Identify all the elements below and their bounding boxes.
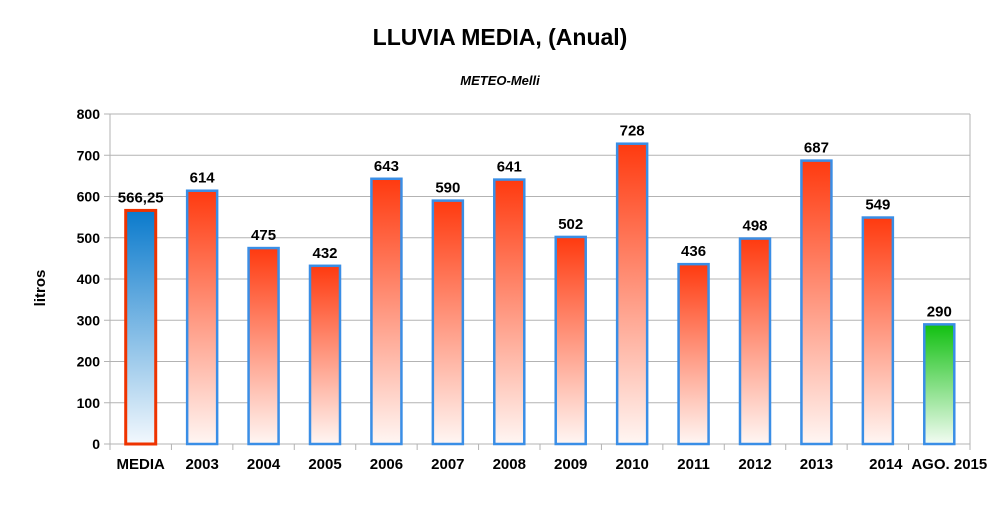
data-label: 728: [620, 123, 645, 140]
x-tick-label: 2008: [493, 456, 526, 473]
x-tick-label: AGO. 2015: [911, 456, 987, 473]
x-tick-label: 2009: [554, 456, 587, 473]
data-label: 549: [865, 197, 890, 214]
bar: [923, 323, 956, 446]
bar: [124, 208, 158, 446]
x-tick-label: 2005: [308, 456, 341, 473]
bar: [431, 199, 465, 446]
chart-title: LLUVIA MEDIA, (Anual): [373, 24, 628, 50]
y-tick-label: 300: [77, 312, 101, 328]
y-axis-label: litros: [32, 270, 49, 307]
data-label: 502: [558, 216, 583, 233]
y-tick-label: 0: [92, 436, 100, 452]
bar: [861, 216, 895, 446]
y-tick-label: 100: [77, 395, 101, 411]
y-tick-label: 500: [77, 230, 101, 246]
data-label: 566,25: [118, 189, 164, 206]
bar: [677, 262, 710, 446]
x-tick-label: 2013: [800, 456, 833, 473]
data-label: 475: [251, 227, 276, 244]
chart-subtitle: METEO-Melli: [460, 73, 540, 88]
bar: [800, 159, 833, 446]
bar: [493, 178, 526, 446]
bar: [738, 237, 772, 446]
y-tick-label: 200: [77, 354, 101, 370]
bar: [185, 189, 219, 446]
bar: [554, 235, 587, 446]
y-tick-label: 400: [77, 271, 101, 287]
y-tick-label: 800: [77, 106, 101, 122]
bar: [247, 246, 280, 446]
data-label: 498: [742, 218, 767, 235]
x-tick-label: 2012: [738, 456, 771, 473]
bar: [615, 142, 649, 446]
data-label: 643: [374, 158, 399, 175]
data-label: 687: [804, 140, 829, 157]
x-tick-label: 2007: [431, 456, 464, 473]
y-tick-label: 700: [77, 147, 101, 163]
bar: [370, 177, 403, 446]
bar: [308, 264, 342, 446]
x-tick-label: 2006: [370, 456, 403, 473]
x-tick-label: MEDIA: [117, 456, 166, 473]
data-label: 436: [681, 243, 706, 260]
data-label: 290: [927, 303, 952, 320]
data-label: 614: [190, 170, 216, 187]
x-tick-label: 2010: [615, 456, 648, 473]
data-label: 432: [312, 245, 337, 262]
y-tick-label: 600: [77, 189, 101, 205]
x-tick-label: 2014: [869, 456, 903, 473]
x-tick-label: 2003: [185, 456, 218, 473]
x-tick-label: 2011: [677, 456, 710, 473]
data-label: 590: [435, 180, 460, 197]
data-label: 641: [497, 159, 522, 176]
x-tick-label: 2004: [247, 456, 281, 473]
